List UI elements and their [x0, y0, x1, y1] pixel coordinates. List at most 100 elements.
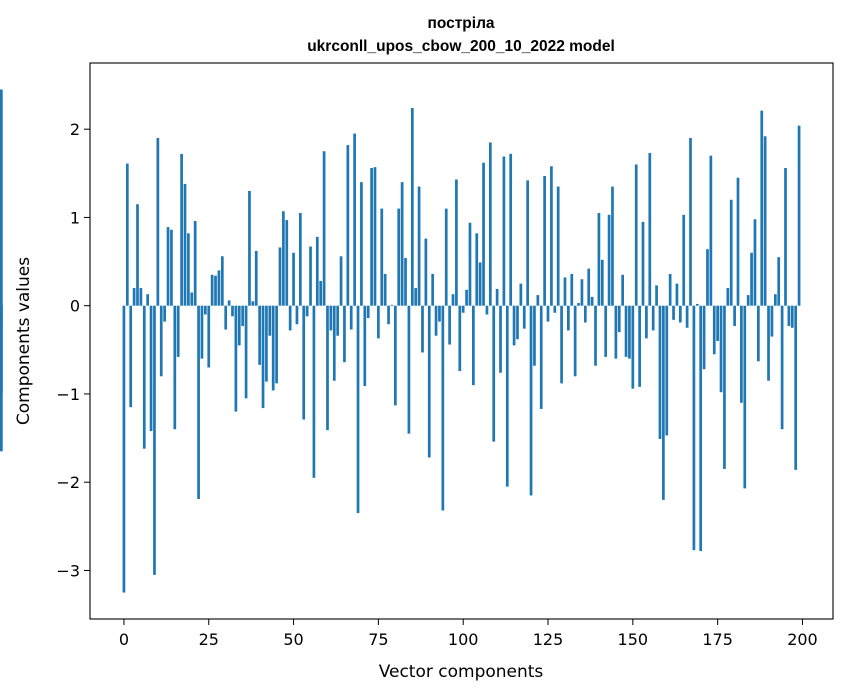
- bar-68: [353, 133, 356, 306]
- bar-184: [746, 295, 750, 306]
- bar-49: [288, 305, 292, 331]
- bar-16: [176, 305, 180, 357]
- bar-121: [533, 305, 536, 366]
- bar-1: [125, 163, 129, 306]
- y-tick-label: 1: [70, 208, 80, 227]
- bar-39: [254, 250, 258, 306]
- y-axis-label: Components values: [14, 257, 34, 425]
- bar-112: [502, 156, 506, 306]
- bar-158: [658, 305, 662, 439]
- bar-63: [336, 305, 340, 336]
- bar-178: [726, 288, 730, 306]
- bar-165: [682, 214, 686, 306]
- bar-139: [594, 305, 597, 366]
- bar-86: [414, 288, 418, 306]
- bar-33: [234, 305, 238, 412]
- y-tick-label: −2: [56, 473, 80, 492]
- bar-198: [794, 305, 798, 470]
- bar-127: [553, 305, 557, 313]
- bar-43: [268, 305, 272, 336]
- bar-156: [651, 305, 655, 331]
- bar-15: [173, 305, 177, 430]
- bar-146: [617, 305, 621, 333]
- bar-115: [512, 305, 516, 346]
- bar-147: [621, 274, 625, 306]
- bar-122: [536, 295, 540, 306]
- bar-118: [522, 305, 526, 329]
- bar-194: [780, 305, 784, 430]
- bar-28: [217, 270, 221, 306]
- bar-101: [465, 289, 468, 306]
- bar-27: [214, 275, 217, 306]
- bar-31: [227, 300, 231, 306]
- bar-150: [631, 305, 635, 389]
- bar-51: [295, 305, 299, 325]
- x-tick-label: 0: [119, 630, 129, 649]
- bars-group: [0, 89, 801, 593]
- bar-135: [580, 279, 584, 306]
- bar-80: [393, 305, 397, 406]
- bar-25: [207, 305, 211, 368]
- bar-189: [763, 136, 767, 306]
- plot-frame: [89, 62, 834, 620]
- bar-153: [641, 221, 645, 306]
- bar-104: [475, 233, 479, 306]
- chart-title-line1: постріла: [427, 15, 494, 32]
- bar-8: [149, 305, 153, 432]
- bar-70: [360, 182, 363, 306]
- bar-53: [302, 305, 306, 420]
- bar-159: [662, 305, 665, 500]
- bar-143: [607, 214, 611, 306]
- bar-57: [315, 236, 319, 306]
- bar-132: [570, 273, 574, 306]
- bar-130: [563, 277, 567, 306]
- bar-44: [271, 305, 275, 391]
- bar-6: [142, 305, 146, 449]
- bar-190: [767, 305, 770, 381]
- bar-106: [482, 162, 485, 306]
- bar-172: [706, 249, 709, 306]
- bar-98: [455, 179, 458, 306]
- bar-99: [458, 305, 462, 372]
- bar-96: [448, 305, 451, 345]
- bar-50: [292, 252, 295, 306]
- y-axis-ticks: −3 −2 −1 0 1 2: [56, 120, 90, 580]
- bar-58: [319, 280, 323, 306]
- bar-177: [723, 305, 726, 469]
- bar-133: [573, 305, 577, 377]
- bar-167: [689, 138, 692, 306]
- bar-60: [326, 305, 329, 431]
- bar-185: [750, 252, 753, 306]
- bar-169: [695, 303, 699, 306]
- bar-84: [407, 305, 411, 434]
- bar-75: [377, 305, 380, 339]
- bar-36: [244, 305, 248, 399]
- y-tick-label: −1: [56, 385, 80, 404]
- bar-186: [753, 219, 757, 306]
- bar-3: [132, 288, 136, 306]
- bar-62: [332, 305, 336, 381]
- bar-89: [424, 238, 428, 306]
- bar-131: [567, 305, 570, 331]
- bar-145: [614, 305, 618, 359]
- bar-88: [421, 305, 424, 353]
- bar-100: [461, 305, 465, 313]
- bar-174: [712, 305, 716, 355]
- bar-56: [312, 305, 316, 478]
- bar-119: [526, 180, 530, 306]
- bar-undefined: [0, 89, 3, 306]
- bar-46: [278, 247, 282, 306]
- bar-107: [485, 305, 489, 315]
- bar-103: [472, 305, 475, 386]
- bar-29: [220, 256, 224, 306]
- bar-166: [685, 305, 689, 328]
- bar-161: [668, 273, 672, 306]
- bar-175: [716, 305, 719, 341]
- bar-61: [329, 305, 333, 331]
- bar-42: [265, 305, 268, 382]
- bar-55: [309, 246, 312, 306]
- bar-105: [478, 262, 482, 306]
- bar-67: [349, 305, 353, 330]
- bar-47: [282, 211, 285, 306]
